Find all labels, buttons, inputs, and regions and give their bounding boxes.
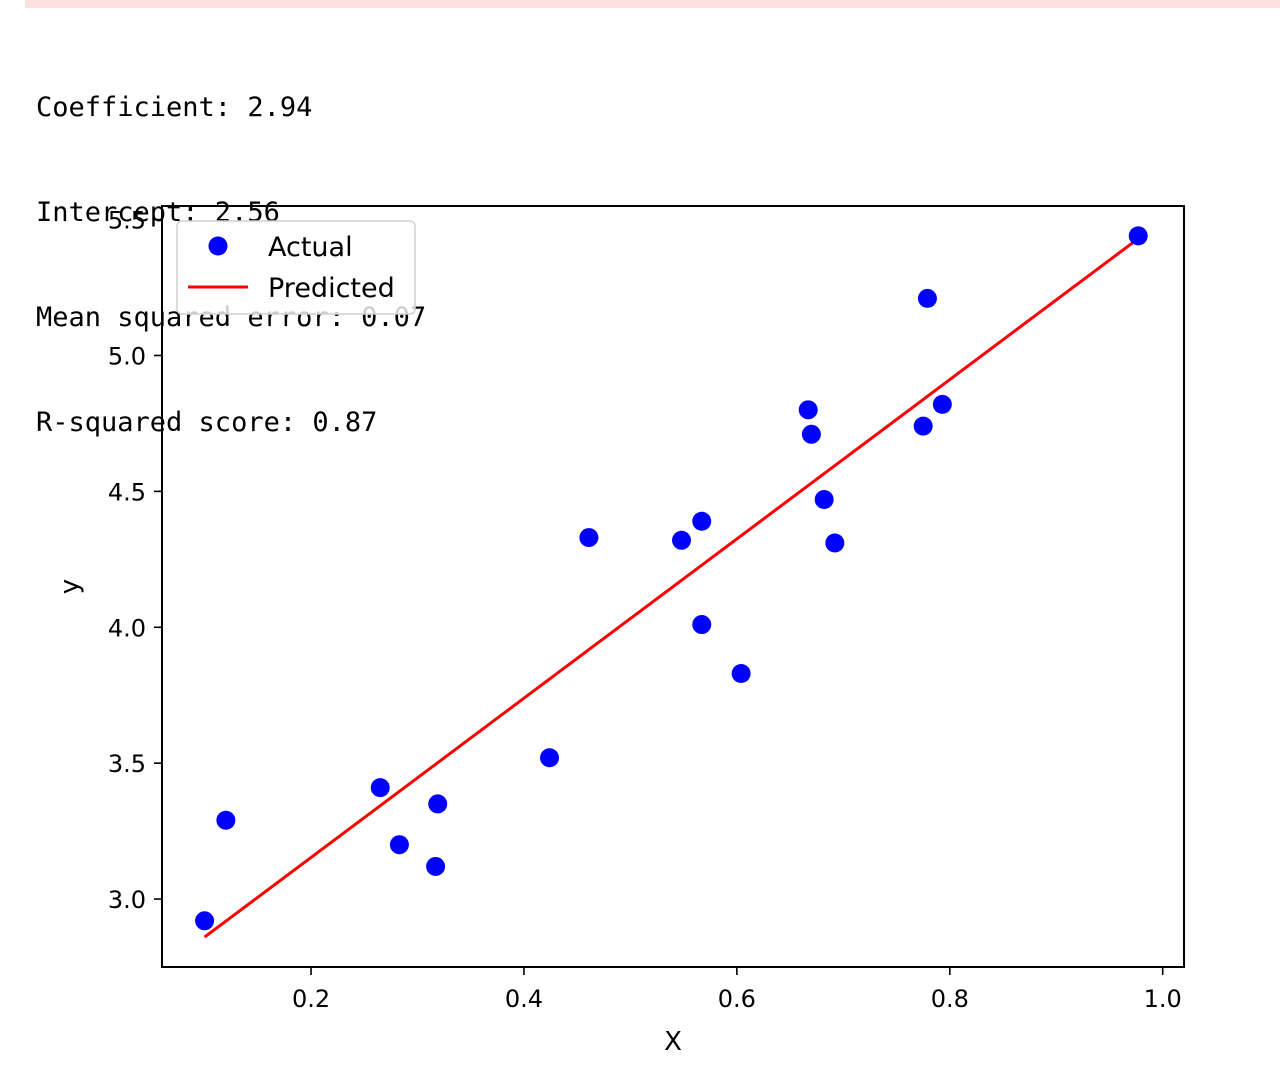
legend-actual-marker bbox=[208, 236, 228, 256]
predicted-line bbox=[203, 237, 1140, 939]
actual-point bbox=[917, 288, 937, 308]
legend-actual-label: Actual bbox=[268, 232, 353, 263]
y-tick-label: 3.5 bbox=[108, 750, 146, 778]
y-tick-label: 5.5 bbox=[108, 207, 146, 235]
y-tick-label: 4.5 bbox=[108, 478, 146, 506]
actual-point bbox=[692, 511, 712, 531]
actual-point bbox=[913, 416, 933, 436]
plot-frame bbox=[161, 205, 1185, 968]
y-axis-label: y bbox=[55, 579, 85, 594]
y-tick-label: 5.0 bbox=[108, 342, 146, 370]
actual-point bbox=[579, 528, 599, 548]
actual-point bbox=[1128, 226, 1148, 246]
output-cell-top-bar bbox=[25, 0, 1280, 8]
actual-point bbox=[825, 533, 845, 553]
actual-point bbox=[370, 778, 390, 798]
actual-point bbox=[731, 663, 751, 683]
legend-predicted-label: Predicted bbox=[268, 273, 395, 304]
r-squared-line: R-squared score: 0.87 bbox=[36, 407, 378, 438]
x-tick-label: 0.8 bbox=[931, 985, 969, 1013]
x-tick-label: 1.0 bbox=[1144, 985, 1182, 1013]
actual-point bbox=[932, 394, 952, 414]
actual-point bbox=[195, 911, 215, 931]
x-axis-label: X bbox=[664, 1027, 682, 1057]
actual-point bbox=[216, 810, 236, 830]
plot-layer: 0.2 0.4 0.6 0.8 1.0 3.0 3.5 4.0 4.5 5.0 5.5 Xy Actua… bbox=[55, 205, 1185, 1057]
actual-point bbox=[814, 490, 834, 510]
y-tick-label: 3.0 bbox=[108, 886, 146, 914]
actual-point bbox=[798, 400, 818, 420]
actual-point bbox=[801, 424, 821, 444]
x-tick-label: 0.4 bbox=[505, 985, 543, 1013]
x-tick-label: 0.2 bbox=[292, 985, 330, 1013]
actual-point bbox=[692, 615, 712, 635]
legend-box bbox=[176, 220, 416, 315]
coefficient-line: Coefficient: 2.94 bbox=[36, 92, 313, 123]
actual-point bbox=[540, 748, 560, 768]
x-tick-label: 0.6 bbox=[718, 985, 756, 1013]
actual-point bbox=[672, 530, 692, 550]
actual-point bbox=[426, 856, 446, 876]
y-tick-label: 4.0 bbox=[108, 614, 146, 642]
actual-point bbox=[389, 835, 409, 855]
actual-point bbox=[428, 794, 448, 814]
